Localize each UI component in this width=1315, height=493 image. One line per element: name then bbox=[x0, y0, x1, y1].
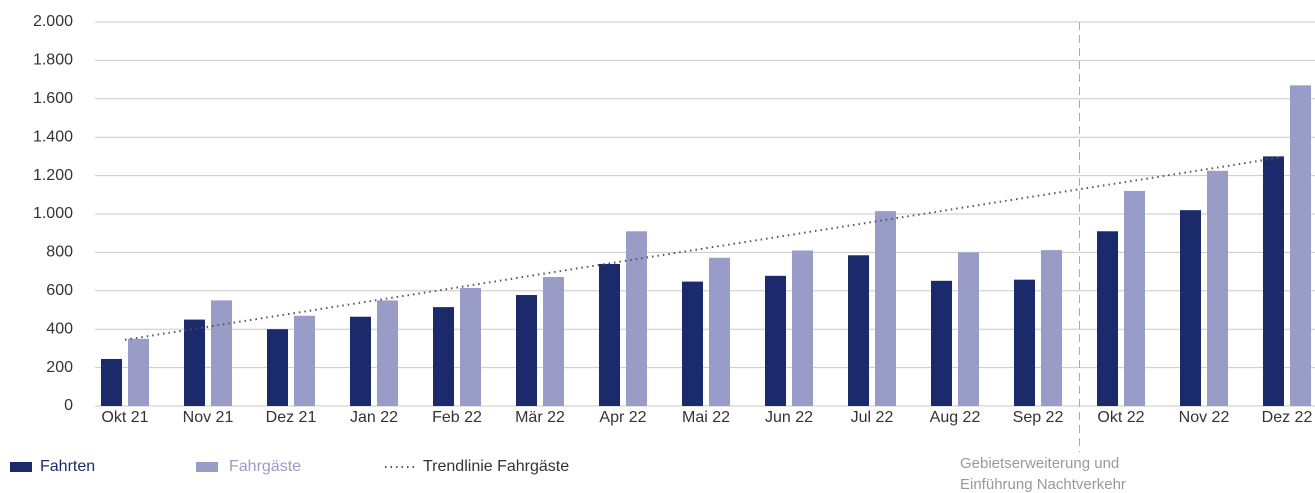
y-tick-label: 1.000 bbox=[33, 205, 73, 222]
x-tick-label: Nov 22 bbox=[1179, 409, 1230, 426]
bar bbox=[211, 300, 232, 406]
x-tick-label: Jun 22 bbox=[765, 409, 813, 426]
bar bbox=[101, 358, 122, 406]
y-tick-label: 0 bbox=[64, 397, 73, 414]
bar bbox=[931, 280, 952, 406]
bar bbox=[765, 275, 786, 406]
x-tick-label: Okt 21 bbox=[101, 409, 148, 426]
bar bbox=[599, 263, 620, 406]
x-tick-label: Sep 22 bbox=[1013, 409, 1064, 426]
x-tick-label: Dez 21 bbox=[266, 409, 317, 426]
x-tick-label: Aug 22 bbox=[930, 409, 981, 426]
bar bbox=[543, 276, 564, 406]
annotation-text: Einführung Nachtverkehr bbox=[960, 476, 1126, 493]
y-tick-label: 1.400 bbox=[33, 128, 73, 145]
y-tick-label: 600 bbox=[46, 282, 73, 299]
bar bbox=[460, 287, 481, 406]
x-tick-label: Apr 22 bbox=[599, 409, 646, 426]
bar bbox=[1263, 156, 1284, 406]
bar bbox=[128, 338, 149, 406]
y-tick-label: 2.000 bbox=[33, 13, 73, 30]
x-tick-label: Jan 22 bbox=[350, 409, 398, 426]
bar bbox=[267, 329, 288, 406]
legend-label: Trendlinie Fahrgäste bbox=[423, 458, 569, 475]
x-tick-label: Jul 22 bbox=[851, 409, 894, 426]
trend-line bbox=[124, 155, 1288, 341]
bar bbox=[792, 250, 813, 406]
x-tick-label: Nov 21 bbox=[183, 409, 234, 426]
legend-label: Fahrgäste bbox=[229, 458, 301, 475]
x-tick-label: Mai 22 bbox=[682, 409, 730, 426]
y-tick-label: 1.600 bbox=[33, 90, 73, 107]
x-tick-label: Mär 22 bbox=[515, 409, 565, 426]
annotation-text: Gebietserweiterung und bbox=[960, 455, 1119, 472]
y-tick-label: 800 bbox=[46, 244, 73, 261]
bar bbox=[875, 211, 896, 406]
bar bbox=[184, 319, 205, 406]
bar bbox=[1124, 190, 1145, 406]
x-tick-label: Okt 22 bbox=[1097, 409, 1144, 426]
bar bbox=[516, 295, 537, 406]
y-tick-label: 1.800 bbox=[33, 52, 73, 69]
y-tick-label: 1.200 bbox=[33, 167, 73, 184]
bar bbox=[294, 315, 315, 406]
y-tick-label: 400 bbox=[46, 320, 73, 337]
bar bbox=[848, 255, 869, 406]
y-tick-label: 200 bbox=[46, 359, 73, 376]
x-tick-label: Dez 22 bbox=[1262, 409, 1313, 426]
legend-swatch bbox=[10, 462, 32, 472]
bar bbox=[377, 300, 398, 406]
bar bbox=[1290, 85, 1311, 407]
bar bbox=[958, 252, 979, 406]
bar bbox=[682, 281, 703, 406]
x-tick-label: Feb 22 bbox=[432, 409, 482, 426]
bar bbox=[433, 307, 454, 406]
bar bbox=[1180, 210, 1201, 406]
bar bbox=[1041, 250, 1062, 406]
bar bbox=[709, 257, 730, 406]
bar bbox=[1014, 279, 1035, 406]
bar bbox=[1097, 231, 1118, 406]
bar bbox=[350, 316, 371, 406]
bar bbox=[1207, 170, 1228, 406]
legend-swatch bbox=[196, 462, 218, 472]
bar bbox=[626, 231, 647, 406]
legend-label: Fahrten bbox=[40, 458, 95, 475]
